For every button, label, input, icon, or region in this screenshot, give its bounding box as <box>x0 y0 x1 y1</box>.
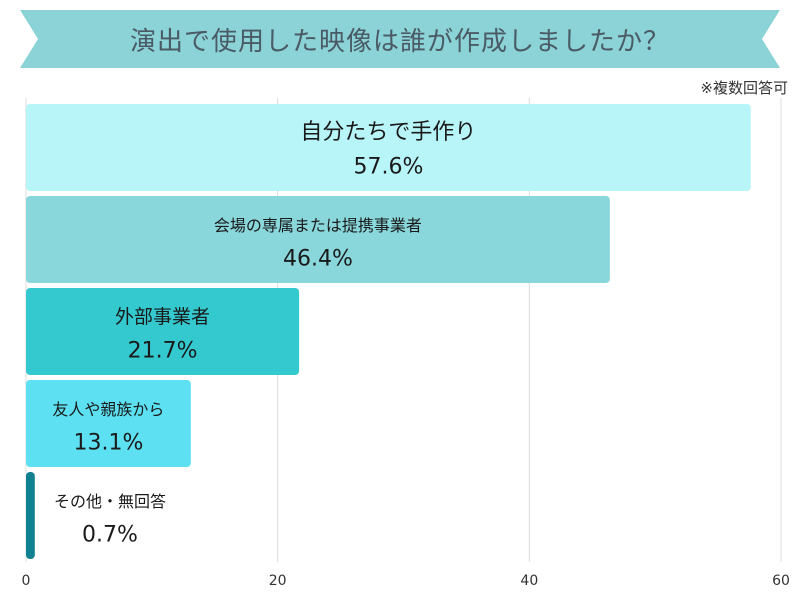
bar <box>26 104 751 191</box>
multiple-answer-note: ※複数回答可 <box>700 79 788 97</box>
bar-category-label: その他・無回答 <box>54 492 166 511</box>
bar-value-label: 13.1% <box>73 431 143 456</box>
bar <box>26 472 35 559</box>
bar-category-label: 自分たちで手作り <box>300 120 476 145</box>
bar-value-label: 57.6% <box>353 155 423 180</box>
x-tick-label: 0 <box>22 573 31 589</box>
x-tick-label: 20 <box>269 573 287 589</box>
bar <box>26 288 300 375</box>
title-banner-shape <box>20 10 780 68</box>
bar-value-label: 21.7% <box>128 339 198 364</box>
bars <box>26 104 751 559</box>
x-tick-label: 60 <box>772 573 790 589</box>
bar-category-label: 友人や親族から <box>52 400 164 419</box>
bar <box>26 196 610 283</box>
bar-category-label: 外部事業者 <box>115 306 210 328</box>
bar-value-label: 0.7% <box>82 523 138 548</box>
x-tick-label: 40 <box>520 573 538 589</box>
x-axis-ticks: 0 20 40 60 <box>22 573 790 589</box>
bar <box>26 380 191 467</box>
bar-category-label: 会場の専属または提携事業者 <box>214 216 422 235</box>
title-banner <box>20 10 780 68</box>
chart-title: 演出で使用した映像は誰が作成しましたか？ <box>129 26 670 57</box>
bar-value-label: 46.4% <box>283 247 353 272</box>
bar-labels: 自分たちで手作り 57.6% 会場の専属または提携事業者 46.4% 外部事業者 21.7… <box>52 120 476 548</box>
